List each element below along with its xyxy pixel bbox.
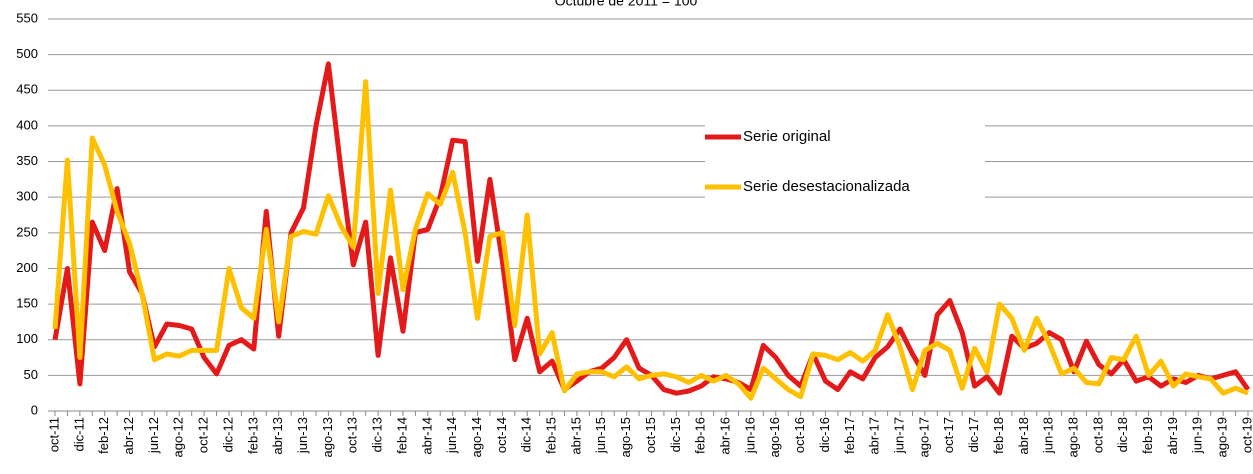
x-tick-label: dic-16 — [817, 417, 832, 452]
y-tick-label: 300 — [16, 189, 38, 204]
x-tick-label: feb-12 — [96, 417, 111, 454]
x-tick-label: dic-18 — [1115, 417, 1130, 452]
y-tick-label: 550 — [16, 10, 38, 25]
x-tick-label: feb-16 — [693, 417, 708, 454]
x-tick-label: dic-12 — [220, 417, 235, 452]
series-line — [52, 79, 1249, 401]
x-tick-label: ago-19 — [1215, 417, 1230, 457]
x-tick-label: feb-18 — [991, 417, 1006, 454]
x-tick-label: ago-15 — [618, 417, 633, 457]
x-tick-label: jun-14 — [444, 417, 459, 454]
x-tick-label: oct-18 — [1090, 417, 1105, 453]
x-tick-label: abr-17 — [867, 417, 882, 455]
x-tick-label: feb-13 — [245, 417, 260, 454]
y-tick-label: 400 — [16, 117, 38, 132]
x-tick-label: ago-14 — [469, 417, 484, 457]
x-tick-label: jun-13 — [295, 417, 310, 454]
x-tick-label: jun-16 — [742, 417, 757, 454]
legend-label: Serie desestacionalizada — [743, 178, 910, 195]
x-tick-label: oct-19 — [1239, 417, 1253, 453]
x-tick-label: feb-15 — [544, 417, 559, 454]
x-tick-label: dic-14 — [519, 417, 534, 452]
legend-box — [705, 115, 985, 205]
y-tick-label: 50 — [24, 367, 38, 382]
x-tick-label: jun-18 — [1041, 417, 1056, 454]
x-tick-label: ago-16 — [767, 417, 782, 457]
y-tick-label: 250 — [16, 224, 38, 239]
x-tick-label: oct-17 — [941, 417, 956, 453]
x-tick-label: oct-14 — [494, 417, 509, 453]
x-tick-label: abr-19 — [1165, 417, 1180, 455]
x-tick-label: feb-19 — [1140, 417, 1155, 454]
x-tick-label: oct-15 — [643, 417, 658, 453]
x-tick-label: abr-18 — [1016, 417, 1031, 455]
x-tick-label: abr-12 — [121, 417, 136, 455]
x-tick-label: abr-13 — [270, 417, 285, 455]
y-tick-label: 150 — [16, 296, 38, 311]
x-tick-label: oct-13 — [345, 417, 360, 453]
x-tick-label: dic-11 — [71, 417, 86, 451]
series-line — [52, 61, 1251, 396]
x-tick-label: ago-13 — [320, 417, 335, 457]
x-tick-label: jun-17 — [891, 417, 906, 454]
x-tick-label: oct-11 — [46, 417, 61, 452]
y-tick-label: 450 — [16, 82, 38, 97]
legend-label: Serie original — [743, 128, 831, 145]
y-tick-label: 500 — [16, 46, 38, 61]
y-tick-label: 100 — [16, 331, 38, 346]
x-tick-label: dic-17 — [966, 417, 981, 452]
x-tick-label: jun-19 — [1190, 417, 1205, 454]
y-tick-label: 350 — [16, 153, 38, 168]
x-tick-label: feb-17 — [842, 417, 857, 454]
x-tick-label: abr-14 — [419, 417, 434, 455]
x-tick-label: oct-16 — [792, 417, 807, 453]
x-tick-label: jun-15 — [593, 417, 608, 454]
x-tick-label: ago-18 — [1065, 417, 1080, 457]
x-tick-label: dic-13 — [370, 417, 385, 452]
x-tick-label: ago-12 — [171, 417, 186, 457]
x-tick-label: dic-15 — [668, 417, 683, 452]
y-tick-label: 0 — [31, 402, 38, 417]
x-tick-label: abr-15 — [568, 417, 583, 455]
x-tick-label: abr-16 — [718, 417, 733, 455]
x-tick-label: ago-17 — [916, 417, 931, 457]
x-tick-label: oct-12 — [196, 417, 211, 453]
chart-title: Octubre de 2011 = 100 — [555, 0, 698, 9]
x-tick-label: jun-12 — [146, 417, 161, 454]
y-tick-label: 200 — [16, 260, 38, 275]
x-tick-label: feb-14 — [394, 417, 409, 454]
